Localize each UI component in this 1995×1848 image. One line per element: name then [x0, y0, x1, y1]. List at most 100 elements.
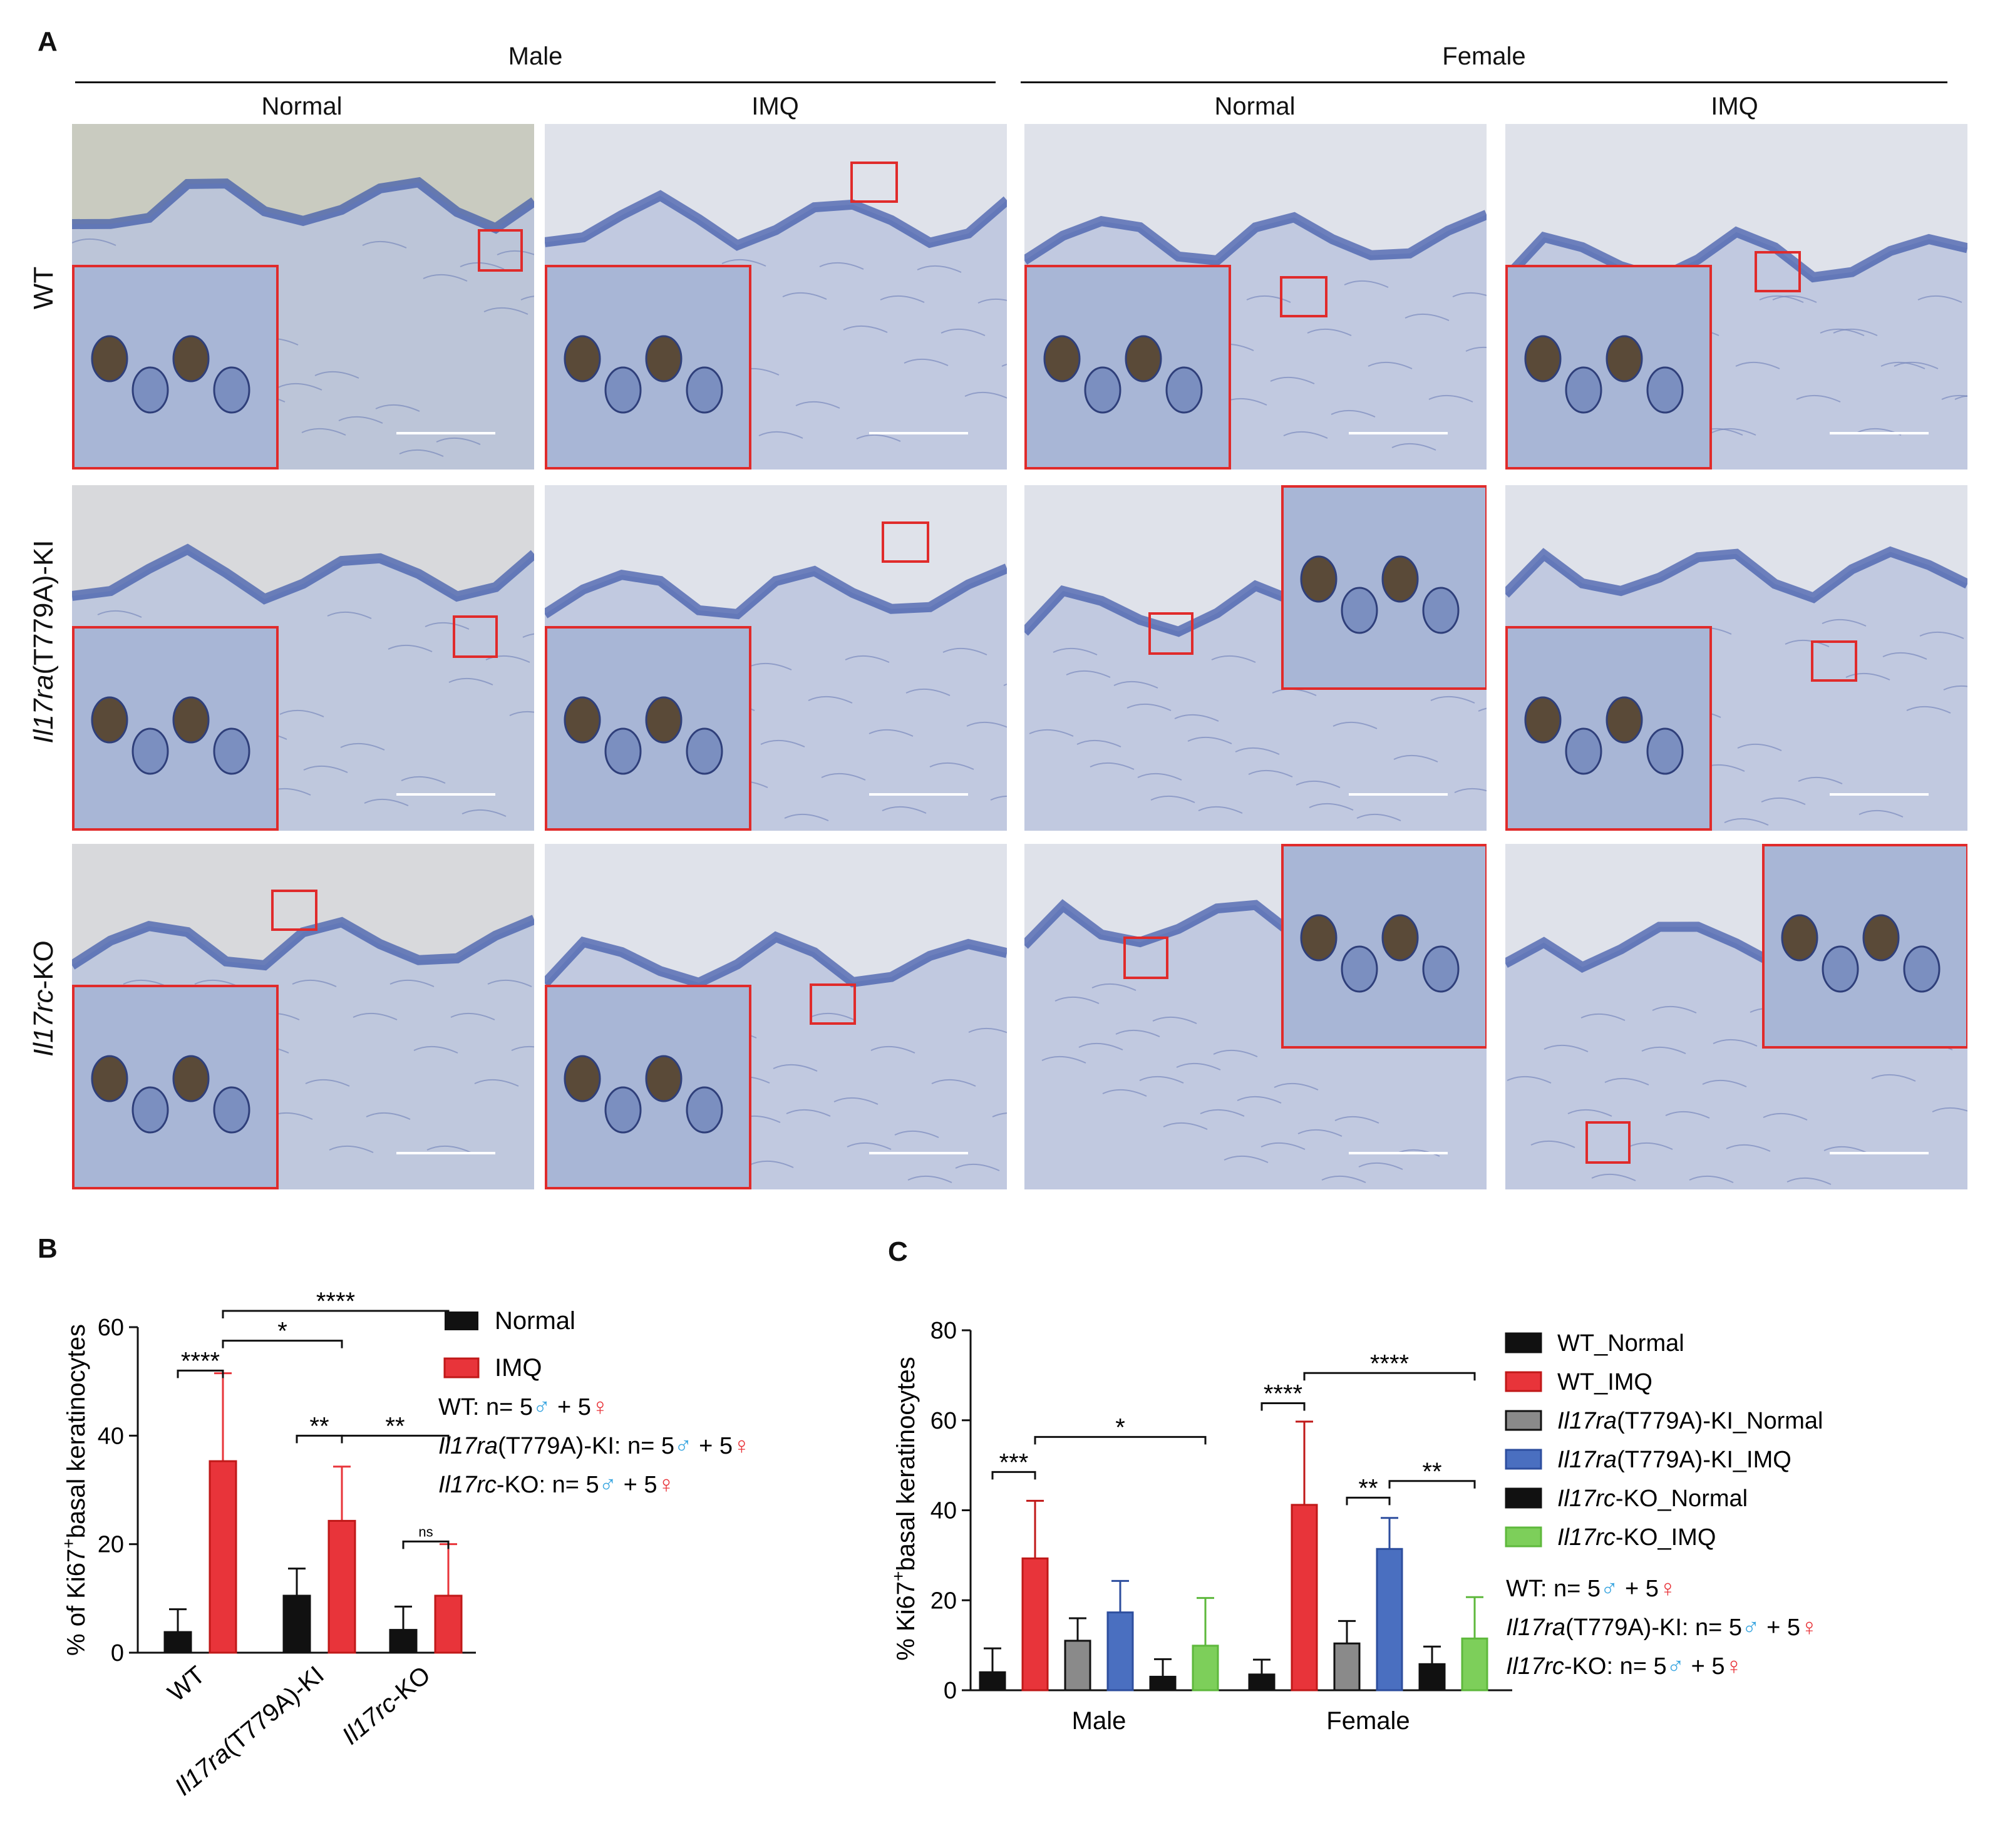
nucleus — [1606, 696, 1643, 744]
dermal-fibre — [1871, 1074, 1916, 1082]
significance-bracket-label: * — [1115, 1414, 1125, 1441]
scale-bar — [396, 432, 495, 434]
legend-n-line: WT: n= 5♂ + 5♀ — [438, 1394, 609, 1420]
micrograph-r1-c2 — [545, 124, 1007, 470]
scale-bar — [1349, 793, 1448, 796]
dermal-fibre — [474, 1079, 519, 1087]
nucleus — [1341, 587, 1378, 634]
significance-bracket — [1260, 1402, 1306, 1411]
bar-il17rc-ko_imq — [1461, 1637, 1488, 1691]
dermal-fibre — [1260, 1142, 1306, 1150]
dermal-fibre — [1368, 361, 1413, 369]
y-tick-label: 0 — [944, 1678, 957, 1704]
bar-imq — [327, 1519, 356, 1654]
dermal-fibre — [1689, 1175, 1734, 1183]
dermal-fibre — [810, 1012, 855, 1020]
epidermis-band — [545, 931, 1007, 988]
dermal-fibre — [1176, 1062, 1221, 1070]
dermal-fibre — [786, 1109, 831, 1117]
dermal-fibre — [749, 1160, 794, 1168]
micrograph-r2-c1 — [72, 485, 534, 831]
nucleus — [564, 1055, 601, 1102]
inset-source-box — [453, 615, 498, 658]
significance-bracket-label: ** — [1358, 1474, 1378, 1502]
dermal-fibre — [1724, 818, 1769, 826]
dermal-fibre — [1321, 1175, 1366, 1183]
scale-bar — [396, 793, 495, 796]
significance-bracket — [177, 1369, 224, 1378]
significance-bracket-label: ** — [309, 1412, 329, 1440]
significance-bracket-label: ns — [418, 1524, 433, 1539]
y-tick-label: 60 — [98, 1315, 124, 1341]
legend-label: Il17ra(T779A)-KI_Normal — [1557, 1408, 1823, 1434]
dermal-fibre — [760, 739, 805, 747]
significance-bracket-label: ** — [385, 1412, 405, 1440]
dermal-fibre — [497, 250, 534, 255]
dermal-fibre — [1580, 1013, 1626, 1021]
legend-swatch — [1505, 1410, 1542, 1431]
dermal-fibre — [399, 449, 444, 457]
dermal-fibre — [1772, 295, 1817, 303]
dermal-fibre — [1507, 1075, 1552, 1084]
nucleus — [1646, 366, 1684, 414]
dermal-fibre — [942, 647, 987, 655]
epidermis-band — [1024, 210, 1487, 266]
nucleus — [172, 696, 210, 744]
nucleus — [1043, 335, 1081, 382]
y-tick-label: 80 — [930, 1318, 957, 1344]
significance-bracket — [1034, 1435, 1207, 1445]
dermal-fibre — [1880, 361, 1925, 369]
dermal-fibre — [1139, 1075, 1184, 1084]
dermal-fibre — [1078, 1042, 1123, 1050]
dermal-fibre — [1198, 806, 1243, 814]
nucleus — [604, 727, 642, 775]
epidermis-band — [1505, 226, 1967, 284]
dermal-fibre — [301, 428, 346, 436]
dermal-fibre — [1430, 696, 1475, 704]
dermal-fibre — [1393, 754, 1438, 762]
male-header: Male — [508, 43, 563, 70]
dermal-fibre — [1283, 431, 1328, 439]
dermal-fibre — [1090, 762, 1135, 770]
y-tick-label: 20 — [98, 1532, 124, 1558]
dermal-fibre — [964, 391, 1007, 399]
dermal-fibre — [870, 1045, 915, 1054]
scale-bar — [396, 1152, 495, 1154]
dermal-fibre — [1150, 795, 1195, 803]
dermal-fibre — [1786, 1177, 1832, 1185]
y-tick-label: 40 — [930, 1498, 957, 1524]
dermal-fibre — [1297, 1129, 1343, 1137]
bar-normal — [163, 1631, 192, 1654]
scale-bar — [1830, 1152, 1929, 1154]
bar-normal — [389, 1629, 418, 1654]
dermal-fibre — [992, 1112, 1007, 1117]
bar-wt_normal — [979, 1671, 1006, 1691]
nucleus — [1381, 914, 1419, 962]
bar-il17ra(t779a)-ki_normal — [1333, 1642, 1361, 1691]
dermal-fibre — [1833, 328, 1878, 336]
dermal-fibre — [1237, 1096, 1282, 1104]
chart-c: 0 20 40 60 80 % Ki67+basal keratinocytes Male F… — [889, 1318, 1823, 1735]
panel-a-letter: A — [38, 26, 58, 57]
dermal-fibre — [1248, 769, 1293, 778]
dermal-fibre — [907, 1175, 952, 1183]
nucleus — [213, 727, 250, 775]
dermal-fibre — [329, 1145, 374, 1153]
inset-source-box — [1811, 640, 1857, 682]
dermal-fibre — [966, 721, 1007, 728]
dermal-fibre — [1001, 363, 1007, 367]
dermal-fibre — [340, 742, 385, 751]
dermal-fibre — [1054, 996, 1100, 1004]
nucleus — [686, 1086, 723, 1134]
dermal-fibre — [1274, 1082, 1319, 1091]
dermal-fibre — [1530, 1140, 1575, 1148]
nucleus — [91, 335, 128, 382]
dermal-fibre — [1200, 1109, 1245, 1117]
dermal-fibre — [194, 979, 239, 987]
legend-swatch — [1505, 1526, 1542, 1548]
dermal-fibre — [1845, 672, 1890, 680]
bar-il17rc-ko_normal — [1149, 1675, 1177, 1691]
dermal-fibre — [894, 1130, 939, 1138]
dermal-fibre — [1213, 1049, 1258, 1057]
dermal-fibre — [1211, 655, 1256, 663]
